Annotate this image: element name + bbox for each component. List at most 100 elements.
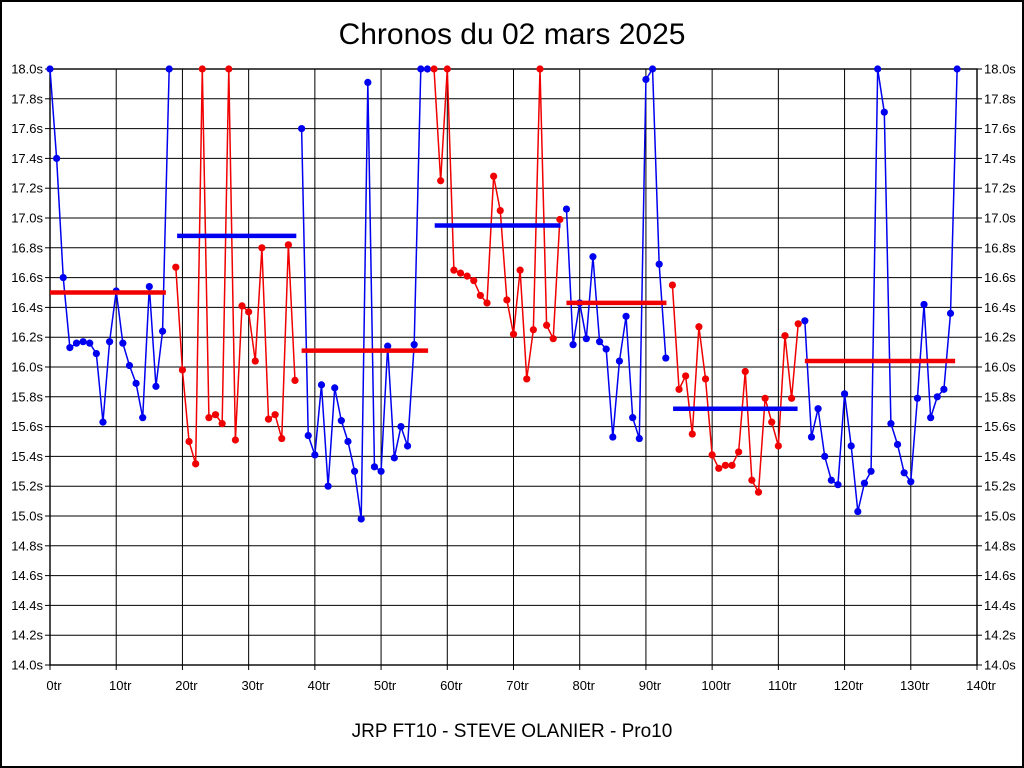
data-point (748, 476, 756, 484)
data-point (840, 390, 849, 398)
data-point (158, 327, 167, 335)
data-point (807, 433, 816, 441)
data-point (178, 366, 187, 374)
y-tick-label: 17.4s (984, 151, 1016, 166)
y-tick-label: 14.6s (984, 568, 1016, 583)
data-point (907, 478, 915, 486)
data-point (860, 479, 869, 487)
data-point (940, 385, 948, 393)
data-point (668, 281, 677, 289)
data-point (536, 65, 544, 73)
run-5-line (565, 66, 667, 439)
x-tick-label: 60tr (440, 678, 463, 693)
y-tick-label: 15.2s (11, 479, 43, 494)
data-point (390, 454, 398, 462)
data-point (788, 394, 796, 402)
y-tick-label: 17.0s (11, 211, 43, 226)
y-tick-label: 17.0s (984, 211, 1016, 226)
data-point (311, 451, 319, 459)
y-tick-label: 14.6s (11, 568, 43, 583)
data-point (761, 394, 769, 402)
data-point (688, 430, 696, 438)
y-tick-label: 17.6s (984, 121, 1016, 136)
data-point (847, 442, 855, 450)
data-point (503, 296, 511, 304)
data-point (437, 177, 445, 185)
data-point (397, 423, 405, 431)
data-point (377, 467, 385, 475)
data-point (735, 448, 743, 456)
data-point (569, 341, 577, 349)
data-point (105, 338, 114, 346)
data-point (635, 434, 643, 443)
y-tick-label: 16.4s (11, 300, 43, 315)
data-point (867, 467, 875, 475)
data-point (927, 414, 935, 422)
data-point (264, 415, 273, 423)
run-6-line (671, 285, 799, 495)
data-point (642, 75, 650, 84)
y-tick-label: 14.0s (11, 658, 43, 673)
y-tick-label: 14.0s (984, 658, 1016, 673)
data-point (198, 65, 206, 73)
data-point (602, 345, 610, 353)
data-point (490, 172, 498, 180)
y-tick-label: 16.2s (984, 330, 1016, 345)
y-tick-label: 14.4s (11, 598, 43, 613)
data-point (231, 436, 239, 444)
y-tick-label: 14.2s (984, 628, 1016, 643)
data-point (595, 338, 604, 346)
data-point (483, 299, 491, 307)
data-point (99, 418, 107, 426)
y-tick-label: 15.6s (984, 419, 1016, 434)
data-point (79, 338, 87, 346)
data-point (337, 417, 345, 425)
data-point (53, 154, 61, 162)
data-point (463, 272, 471, 280)
data-point (609, 433, 617, 441)
data-point (821, 452, 829, 460)
data-point (701, 375, 710, 383)
data-point (615, 357, 624, 365)
data-point (450, 266, 458, 274)
y-tick-label: 16.0s (984, 360, 1016, 375)
x-tick-label: 120tr (834, 678, 864, 693)
data-point (721, 461, 729, 469)
data-point (403, 442, 412, 450)
data-point (185, 437, 193, 446)
data-point (695, 323, 703, 331)
data-point (589, 253, 597, 261)
y-tick-label: 17.2s (11, 181, 43, 196)
x-tick-label: 90tr (639, 678, 662, 693)
data-point (364, 78, 372, 87)
y-tick-label: 14.4s (984, 598, 1016, 613)
data-point (887, 420, 895, 428)
data-point (344, 437, 352, 446)
data-point (119, 339, 127, 347)
data-point (648, 65, 657, 73)
y-tick-label: 15.4s (11, 449, 43, 464)
x-tick-label: 100tr (701, 678, 731, 693)
data-point (834, 481, 842, 489)
data-point (205, 414, 213, 422)
y-tick-label: 16.6s (984, 270, 1016, 285)
y-tick-label: 17.4s (11, 151, 43, 166)
data-point (523, 375, 531, 383)
data-point (768, 418, 776, 426)
y-tick-label: 17.2s (984, 181, 1016, 196)
data-point (410, 341, 418, 349)
data-point (682, 372, 690, 380)
data-point (443, 65, 451, 73)
x-tick-label: 50tr (374, 678, 397, 693)
data-point (172, 263, 180, 271)
data-point (132, 379, 140, 387)
x-tick-label: 80tr (573, 678, 596, 693)
data-point (920, 300, 928, 309)
data-point (814, 405, 822, 413)
data-point (880, 108, 888, 116)
data-point (423, 65, 432, 73)
data-point (66, 344, 74, 352)
x-tick-label: 30tr (241, 678, 264, 693)
data-point (139, 414, 147, 422)
data-point (675, 385, 683, 393)
